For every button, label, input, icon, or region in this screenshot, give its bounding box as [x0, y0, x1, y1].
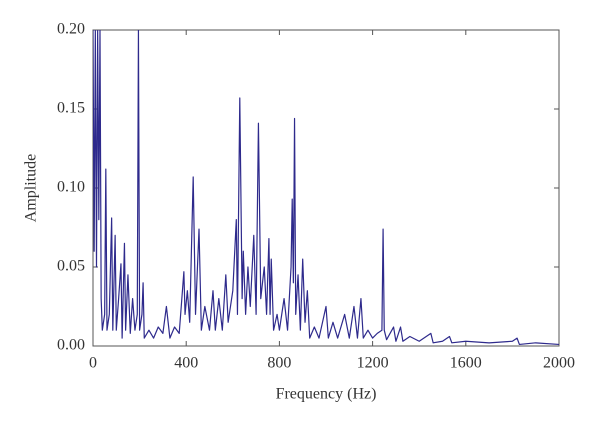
y-tick-label: 0.20	[57, 21, 85, 38]
plot-frame	[92, 29, 560, 347]
x-tick-label: 1600	[450, 355, 482, 372]
x-tick-label: 1200	[357, 355, 389, 372]
y-tick-label: 0.10	[57, 179, 85, 196]
x-tick-label: 2000	[543, 355, 575, 372]
y-axis-label: Amplitude	[23, 154, 40, 222]
line-series	[93, 30, 559, 346]
y-tick-label: 0.05	[57, 258, 85, 275]
x-axis-label: Frequency (Hz)	[276, 386, 377, 403]
x-tick-label: 400	[174, 355, 198, 372]
y-tick-label: 0.00	[57, 337, 85, 354]
x-tick-label: 800	[267, 355, 291, 372]
x-tick-label: 0	[89, 355, 97, 372]
y-tick-label: 0.15	[57, 100, 85, 117]
